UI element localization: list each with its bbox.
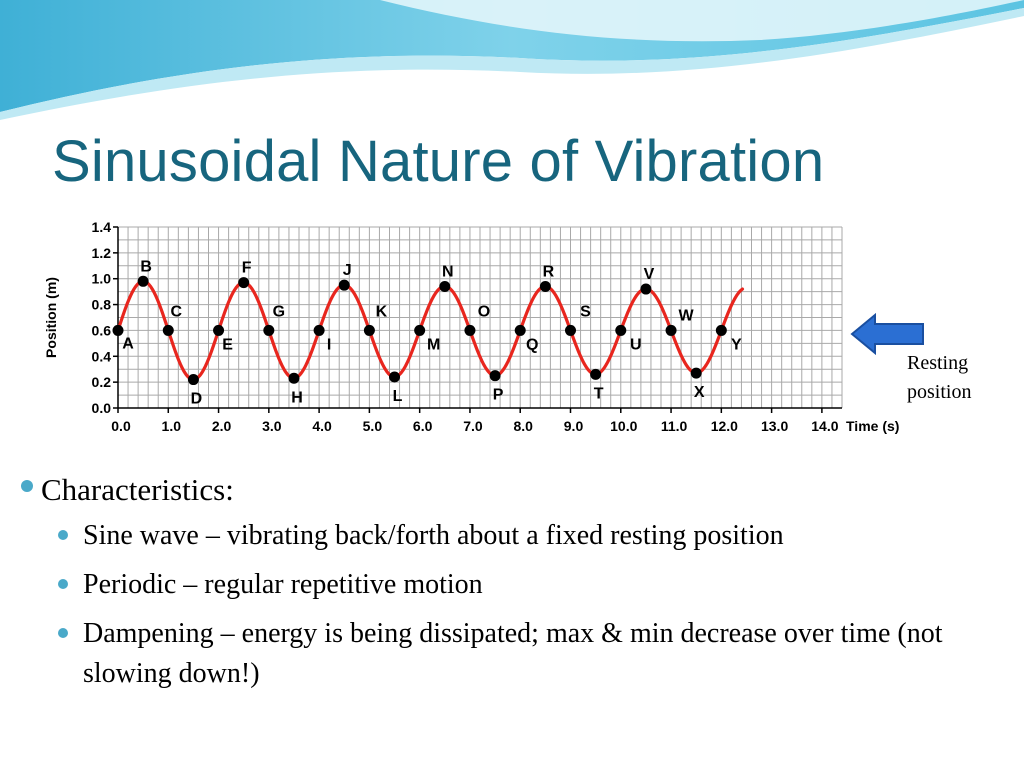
y-tick-label: 1.0 (92, 271, 112, 287)
y-tick-label: 1.2 (92, 245, 112, 261)
list-item-text: Periodic – regular repetitive motion (83, 569, 483, 600)
data-point-s (565, 324, 576, 336)
characteristics-heading: Characteristics: (20, 470, 1020, 510)
data-point-w (665, 324, 677, 336)
data-point-v (640, 283, 652, 295)
point-label: S (580, 303, 591, 320)
point-label: G (273, 303, 285, 320)
position-time-chart: 0.0 0.2 0.4 0.6 0.8 1.0 1.2 1.4 0.0 1.0 2.0 3.0 4.0 5… (43, 219, 899, 434)
point-label: H (291, 389, 303, 406)
data-point-h (288, 372, 300, 384)
x-tick-label: 8.0 (513, 418, 533, 434)
y-tick-label: 0.8 (92, 297, 112, 313)
data-point-t (590, 368, 602, 380)
point-label: A (122, 335, 134, 352)
data-point-a (112, 324, 124, 336)
point-label: U (630, 336, 642, 353)
characteristics-heading-text: Characteristics: (41, 472, 234, 507)
y-tick-label: 0.2 (92, 374, 112, 390)
x-tick-label: 3.0 (262, 418, 282, 434)
data-point-e (213, 324, 225, 336)
list-item-text: Sine wave – vibrating back/forth about a… (83, 520, 784, 551)
bullet-dot-icon (57, 529, 69, 541)
point-label: N (442, 263, 454, 280)
data-point-i (313, 324, 325, 336)
x-tick-label: 4.0 (312, 418, 332, 434)
resting-position-label: Resting position (907, 349, 971, 407)
y-axis-label: Position (m) (43, 277, 59, 358)
data-point-g (263, 324, 275, 336)
data-point-y (715, 324, 727, 336)
data-point-u (615, 324, 627, 336)
x-tick-label: 13.0 (761, 418, 788, 434)
x-axis-label: Time (s) (846, 418, 899, 434)
point-label: T (594, 385, 604, 402)
x-tick-label: 12.0 (711, 418, 738, 434)
header-wave-decoration (0, 0, 1024, 120)
point-label: C (170, 303, 182, 320)
point-label: J (343, 262, 352, 279)
bullet-dot-icon (57, 627, 69, 639)
point-label: W (679, 307, 695, 324)
x-tick-label: 5.0 (363, 418, 383, 434)
data-point-b (137, 275, 149, 287)
list-item: Periodic – regular repetitive motion (20, 565, 1020, 605)
list-item: Dampening – energy is being dissipated; … (20, 614, 1020, 694)
x-tick-label: 1.0 (162, 418, 182, 434)
data-point-r (539, 280, 551, 292)
characteristics-list: Characteristics: Sine wave – vibrating b… (20, 470, 1020, 703)
data-point-j (338, 279, 350, 291)
x-tick-label: 6.0 (413, 418, 433, 434)
point-label: R (543, 263, 555, 280)
x-tick-label: 2.0 (212, 418, 232, 434)
data-point-x (690, 367, 702, 379)
data-point-p (489, 370, 501, 382)
bullet-dot-icon (57, 578, 69, 590)
arrow-left-icon (850, 313, 924, 355)
x-tick-label: 0.0 (111, 418, 131, 434)
point-label: O (478, 303, 490, 320)
point-label: Q (526, 336, 538, 353)
point-label: M (427, 336, 440, 353)
data-point-k (363, 324, 375, 336)
x-tick-label: 7.0 (463, 418, 483, 434)
x-tick-label: 14.0 (811, 418, 838, 434)
y-tick-label: 0.0 (92, 400, 112, 416)
y-tick-label: 0.6 (92, 322, 112, 338)
point-label: V (644, 266, 655, 283)
point-label: K (376, 303, 388, 320)
y-tick-label: 0.4 (92, 348, 112, 364)
point-label: L (393, 388, 403, 405)
data-point-q (514, 324, 526, 336)
resting-label-line-2: position (907, 381, 972, 403)
data-point-o (464, 324, 476, 336)
list-item: Sine wave – vibrating back/forth about a… (20, 516, 1020, 556)
point-label: E (222, 336, 233, 353)
point-label: Y (731, 336, 742, 353)
data-point-m (414, 324, 426, 336)
position-curve (116, 279, 745, 382)
slide-title: Sinusoidal Nature of Vibration (52, 129, 825, 194)
bullet-dot-icon (20, 479, 34, 493)
data-point-n (439, 280, 451, 292)
x-tick-label: 9.0 (564, 418, 584, 434)
point-label: X (694, 384, 705, 401)
data-point-c (162, 324, 174, 336)
y-tick-label: 1.4 (92, 219, 112, 235)
x-tick-label: 10.0 (610, 418, 637, 434)
point-label: F (242, 260, 252, 277)
point-label: B (140, 258, 152, 275)
data-point-d (187, 374, 199, 386)
point-label: I (327, 336, 331, 353)
x-tick-label: 11.0 (661, 418, 688, 434)
data-point-f (238, 277, 250, 289)
list-item-text: Dampening – energy is being dissipated; … (83, 618, 943, 689)
point-label: D (191, 391, 203, 408)
resting-label-line-1: Resting (907, 352, 969, 374)
point-label: P (493, 387, 504, 404)
data-point-l (389, 371, 401, 383)
